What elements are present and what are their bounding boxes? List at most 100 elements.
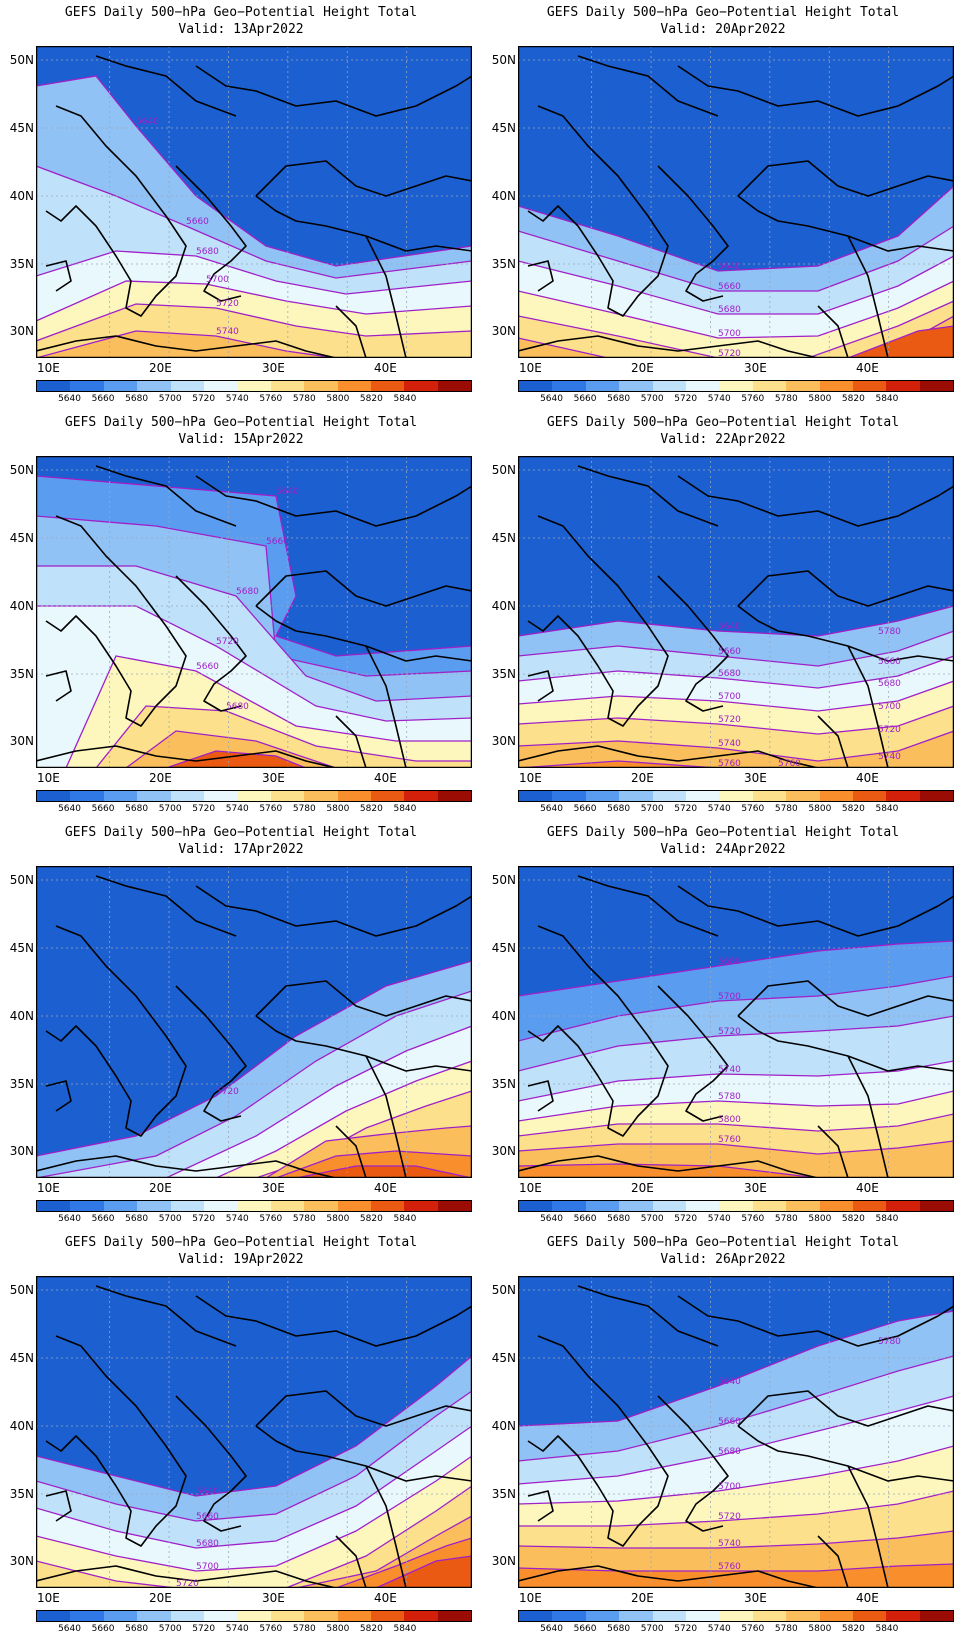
colorbar-swatch bbox=[70, 791, 104, 801]
longitude-tick-label: 30E bbox=[744, 1591, 767, 1605]
colorbar-label: 5840 bbox=[393, 394, 417, 404]
contour-label: 5660 bbox=[718, 647, 741, 657]
coastline-border bbox=[737, 605, 954, 662]
contour-line bbox=[518, 1060, 954, 1102]
colorbar-label: 5840 bbox=[393, 1214, 417, 1224]
colorbar-label: 5780 bbox=[774, 1624, 798, 1634]
coastline-border bbox=[255, 980, 472, 1017]
colorbar-label: 5660 bbox=[573, 394, 597, 404]
colorbar-swatch bbox=[370, 791, 405, 801]
colorbar-label: 5660 bbox=[91, 394, 115, 404]
colorbar-swatch bbox=[519, 791, 553, 801]
map-frame bbox=[518, 456, 954, 768]
colorbar-swatch bbox=[270, 381, 305, 391]
colorbar-swatch bbox=[752, 791, 787, 801]
colorbar-swatch bbox=[137, 791, 171, 801]
colorbar-label: 5680 bbox=[607, 1624, 631, 1634]
contour-line bbox=[36, 1355, 472, 1497]
panel-title: GEFS Daily 500−hPa Geo−Potential Height … bbox=[546, 5, 900, 20]
colorbar-swatch bbox=[752, 1201, 787, 1211]
colorbar-swatch bbox=[919, 791, 954, 801]
colorbar-label: 5760 bbox=[741, 804, 765, 814]
latitude-tick-label: 35N bbox=[9, 1077, 34, 1091]
colorbar-swatch bbox=[304, 1201, 338, 1211]
contour-label: 5740 bbox=[718, 1065, 741, 1075]
contour-label: 5700 bbox=[718, 1482, 741, 1492]
contour-label: 5740 bbox=[718, 1539, 741, 1549]
coastline-border bbox=[45, 1335, 187, 1547]
colorbar-swatch bbox=[585, 381, 620, 391]
coastline-border bbox=[45, 925, 187, 1137]
coastline-border bbox=[817, 305, 849, 358]
coastline-border bbox=[737, 1425, 954, 1482]
colorbar-label: 5640 bbox=[540, 804, 563, 814]
contour-label: 5700 bbox=[878, 702, 901, 712]
contour-line bbox=[518, 1090, 954, 1122]
contour-label: 5760 bbox=[718, 1135, 741, 1145]
colorbar-swatch bbox=[304, 1611, 338, 1621]
colorbar-swatch bbox=[552, 791, 586, 801]
longitude-tick-label: 20E bbox=[631, 1181, 654, 1195]
panel-title: GEFS Daily 500−hPa Geo−Potential Height … bbox=[64, 5, 418, 20]
coastline-border bbox=[335, 1125, 367, 1178]
colorbar-swatch bbox=[404, 381, 438, 391]
contour-line bbox=[36, 250, 472, 295]
colorbar-swatch bbox=[786, 1611, 820, 1621]
colorbar-swatch bbox=[519, 1611, 553, 1621]
latitude-tick-label: 50N bbox=[491, 463, 516, 477]
coastline-border bbox=[657, 575, 729, 712]
contour-label: 5680 bbox=[718, 305, 741, 315]
colorbar-swatch bbox=[919, 1611, 954, 1621]
latitude-tick-label: 50N bbox=[491, 53, 516, 67]
contour-label: 5740 bbox=[718, 739, 741, 749]
contour-label: 5660 bbox=[196, 662, 219, 672]
height-band bbox=[36, 1486, 472, 1588]
latitude-tick-label: 35N bbox=[491, 667, 516, 681]
colorbar-swatch bbox=[786, 381, 820, 391]
contour-line bbox=[518, 300, 954, 358]
colorbar-label: 5680 bbox=[125, 804, 149, 814]
colorbar-swatch bbox=[437, 791, 472, 801]
contour-line bbox=[36, 605, 472, 722]
colorbar-swatch bbox=[819, 381, 853, 391]
contour-line bbox=[518, 1015, 954, 1072]
latitude-tick-label: 40N bbox=[491, 599, 516, 613]
contour-label: 5660 bbox=[718, 1417, 741, 1427]
colorbar-swatch bbox=[919, 1201, 954, 1211]
colorbar-label: 5780 bbox=[292, 1624, 316, 1634]
map-panel: GEFS Daily 500−hPa Geo−Potential Height … bbox=[482, 820, 964, 1230]
colorbar-label: 5820 bbox=[841, 1214, 865, 1224]
contour-line bbox=[36, 960, 472, 1157]
colorbar-swatch bbox=[404, 791, 438, 801]
panel-valid-date: Valid: 17Apr2022 bbox=[178, 842, 304, 857]
colorbar-label: 5640 bbox=[540, 1624, 563, 1634]
panel-title: GEFS Daily 500−hPa Geo−Potential Height … bbox=[546, 1235, 900, 1250]
coastline-border bbox=[335, 305, 367, 358]
colorbar-swatch bbox=[203, 1201, 238, 1211]
colorbar-label: 5640 bbox=[540, 394, 563, 404]
colorbar-swatch bbox=[786, 1201, 820, 1211]
colorbar-swatch bbox=[786, 791, 820, 801]
map-frame bbox=[36, 1276, 472, 1588]
contour-label: 5720 bbox=[176, 1579, 199, 1588]
coastline-border bbox=[527, 1335, 669, 1547]
colorbar-label: 5660 bbox=[573, 1214, 597, 1224]
contour-line bbox=[36, 1455, 472, 1572]
colorbar-swatch bbox=[819, 1611, 853, 1621]
coastline-border bbox=[657, 165, 729, 302]
contour-label: 5780 bbox=[878, 1337, 901, 1347]
contour-label: 5720 bbox=[878, 725, 901, 735]
contour-line bbox=[36, 1390, 472, 1522]
panel-valid-date: Valid: 20Apr2022 bbox=[660, 22, 786, 37]
height-band bbox=[36, 751, 472, 768]
contour-line bbox=[518, 1563, 954, 1572]
latitude-tick-label: 50N bbox=[9, 873, 34, 887]
contour-line bbox=[36, 475, 472, 657]
coastline-border bbox=[737, 160, 954, 197]
height-band bbox=[36, 1456, 472, 1588]
colorbar-label: 5800 bbox=[808, 1214, 832, 1224]
colorbar-label: 5780 bbox=[292, 804, 316, 814]
geopotential-height-map: 5640 5660 5680 5700 5720 bbox=[36, 1276, 472, 1588]
coastline-border bbox=[847, 235, 889, 358]
colorbar-label: 5720 bbox=[674, 1624, 698, 1634]
